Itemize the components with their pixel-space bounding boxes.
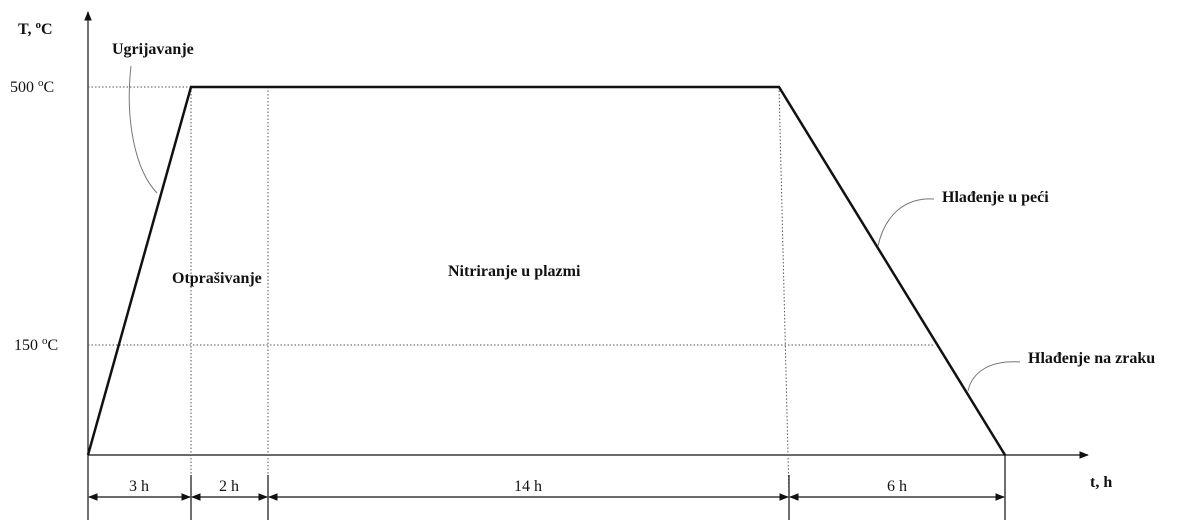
level-label: 150 oC bbox=[14, 335, 58, 354]
duration-label: 3 h bbox=[129, 478, 149, 495]
duration-label: 6 h bbox=[887, 478, 907, 495]
x-axis-label: t, h bbox=[1090, 474, 1112, 491]
phase-label: Nitriranje u plazmi bbox=[448, 263, 581, 280]
duration-label: 2 h bbox=[219, 478, 239, 495]
phase-label: Otprašivanje bbox=[172, 270, 262, 287]
y-axis-label: T, oC bbox=[18, 19, 53, 38]
phase-label: Ugrijavanje bbox=[112, 41, 194, 58]
temperature-profile bbox=[86, 85, 1007, 456]
guide-lines bbox=[88, 86, 935, 496]
phase-label: Hlađenje u peći bbox=[942, 189, 1049, 206]
phase-label: Hlađenje na zraku bbox=[1028, 350, 1155, 367]
dimension-ticks bbox=[87, 455, 1006, 520]
leader-lines bbox=[128, 65, 1021, 392]
level-label: 500 oC bbox=[10, 77, 54, 96]
duration-label: 14 h bbox=[514, 478, 542, 495]
